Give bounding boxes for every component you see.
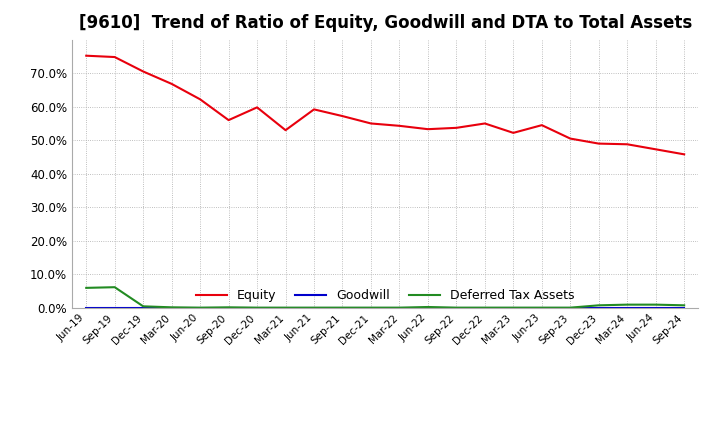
- Goodwill: [110, 305, 119, 311]
- Deferred Tax Assets: [167, 304, 176, 310]
- Equity: [452, 125, 461, 131]
- Equity: [110, 55, 119, 60]
- Title: [9610]  Trend of Ratio of Equity, Goodwill and DTA to Total Assets: [9610] Trend of Ratio of Equity, Goodwil…: [78, 15, 692, 33]
- Deferred Tax Assets: [110, 285, 119, 290]
- Deferred Tax Assets: [452, 305, 461, 310]
- Deferred Tax Assets: [537, 305, 546, 310]
- Goodwill: [253, 305, 261, 311]
- Goodwill: [537, 305, 546, 311]
- Deferred Tax Assets: [366, 305, 375, 310]
- Goodwill: [196, 305, 204, 311]
- Goodwill: [167, 305, 176, 311]
- Goodwill: [566, 305, 575, 311]
- Legend: Equity, Goodwill, Deferred Tax Assets: Equity, Goodwill, Deferred Tax Assets: [191, 284, 580, 307]
- Deferred Tax Assets: [680, 303, 688, 308]
- Deferred Tax Assets: [282, 305, 290, 310]
- Equity: [623, 142, 631, 147]
- Equity: [225, 117, 233, 123]
- Equity: [509, 130, 518, 136]
- Goodwill: [509, 305, 518, 311]
- Equity: [253, 105, 261, 110]
- Deferred Tax Assets: [139, 304, 148, 309]
- Equity: [167, 81, 176, 87]
- Deferred Tax Assets: [595, 303, 603, 308]
- Goodwill: [366, 305, 375, 311]
- Goodwill: [452, 305, 461, 311]
- Goodwill: [82, 305, 91, 311]
- Equity: [537, 122, 546, 128]
- Goodwill: [338, 305, 347, 311]
- Deferred Tax Assets: [225, 304, 233, 310]
- Goodwill: [139, 305, 148, 311]
- Goodwill: [395, 305, 404, 311]
- Deferred Tax Assets: [310, 305, 318, 310]
- Goodwill: [225, 305, 233, 311]
- Goodwill: [623, 305, 631, 311]
- Equity: [480, 121, 489, 126]
- Goodwill: [282, 305, 290, 311]
- Deferred Tax Assets: [395, 305, 404, 310]
- Equity: [680, 152, 688, 157]
- Deferred Tax Assets: [623, 302, 631, 307]
- Equity: [196, 97, 204, 102]
- Deferred Tax Assets: [196, 305, 204, 310]
- Equity: [423, 127, 432, 132]
- Deferred Tax Assets: [566, 305, 575, 310]
- Equity: [310, 107, 318, 112]
- Deferred Tax Assets: [82, 285, 91, 290]
- Deferred Tax Assets: [480, 305, 489, 310]
- Equity: [82, 53, 91, 59]
- Equity: [595, 141, 603, 146]
- Deferred Tax Assets: [509, 305, 518, 310]
- Line: Deferred Tax Assets: Deferred Tax Assets: [86, 287, 684, 308]
- Goodwill: [680, 305, 688, 311]
- Goodwill: [480, 305, 489, 311]
- Line: Equity: Equity: [86, 56, 684, 154]
- Equity: [338, 114, 347, 119]
- Deferred Tax Assets: [253, 305, 261, 310]
- Goodwill: [423, 305, 432, 311]
- Equity: [139, 69, 148, 74]
- Equity: [652, 147, 660, 152]
- Equity: [566, 136, 575, 141]
- Goodwill: [595, 305, 603, 311]
- Deferred Tax Assets: [423, 304, 432, 310]
- Goodwill: [652, 305, 660, 311]
- Equity: [395, 123, 404, 128]
- Deferred Tax Assets: [338, 305, 347, 310]
- Deferred Tax Assets: [652, 302, 660, 307]
- Goodwill: [310, 305, 318, 311]
- Equity: [366, 121, 375, 126]
- Equity: [282, 128, 290, 133]
